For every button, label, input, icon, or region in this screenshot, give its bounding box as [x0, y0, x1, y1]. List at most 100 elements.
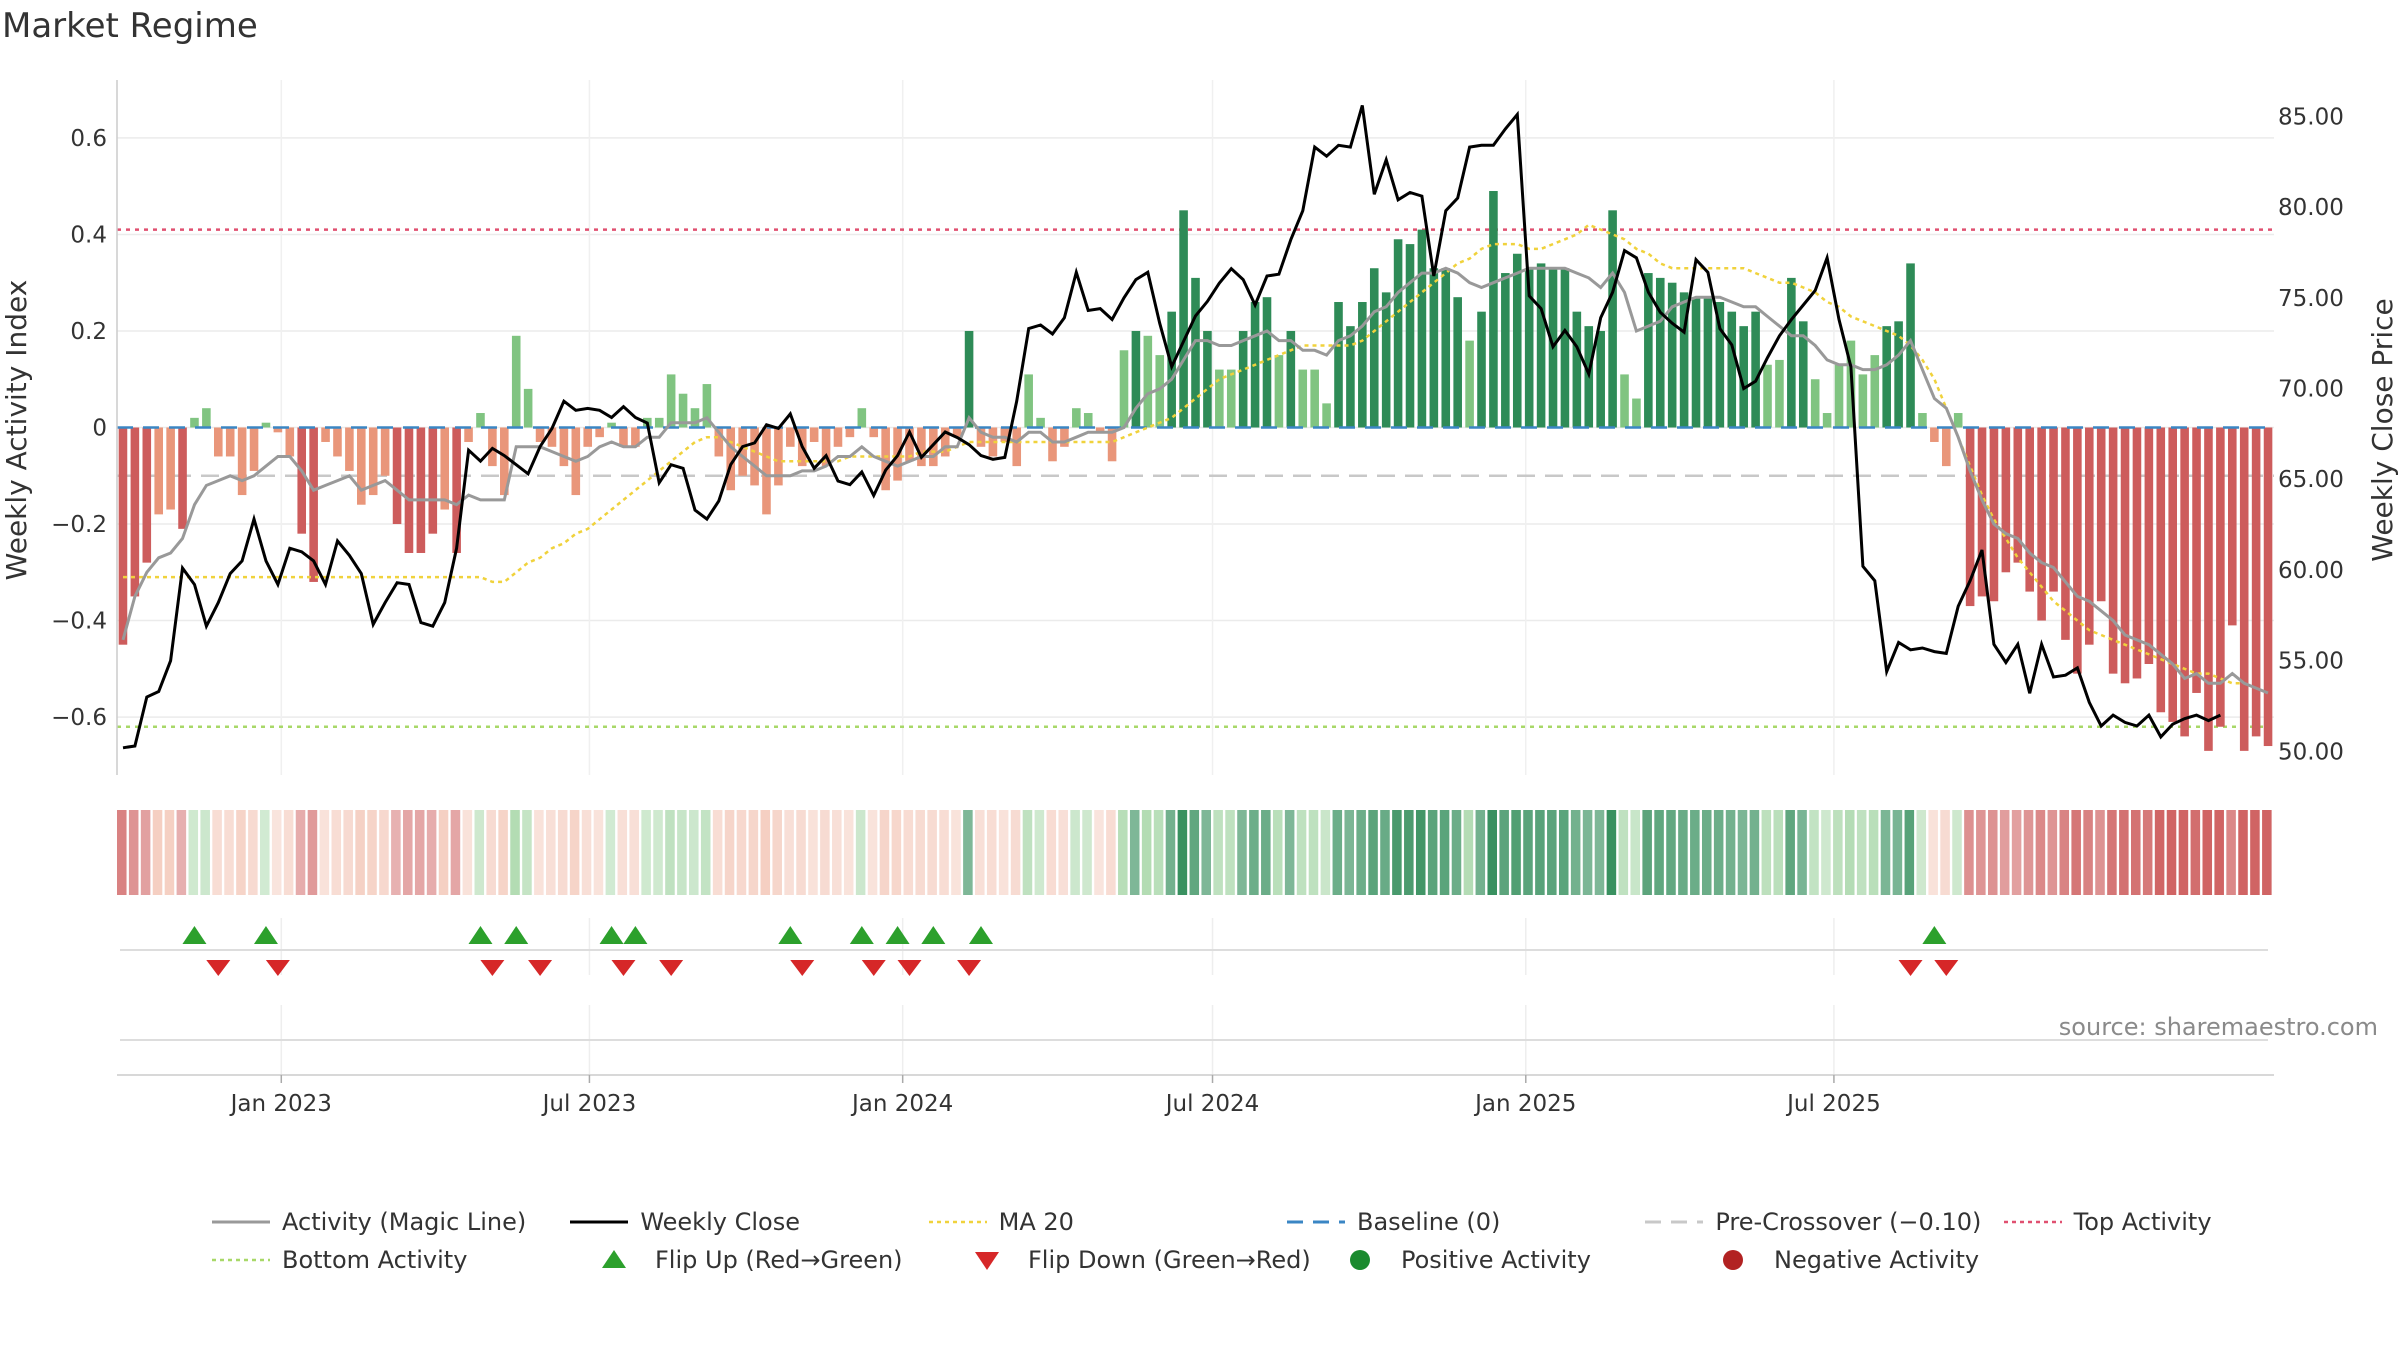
regime-cell	[2119, 810, 2129, 895]
activity-bar	[2025, 427, 2034, 592]
regime-cell	[1904, 810, 1915, 895]
activity-bar	[476, 413, 485, 428]
activity-bar	[333, 427, 342, 457]
legend-label: Baseline (0)	[1356, 1208, 1501, 1236]
regime-cell	[1821, 810, 1831, 895]
activity-bar	[1381, 292, 1391, 428]
legend-label: Weekly Close	[640, 1208, 800, 1236]
legend-label: Flip Down (Green→Red)	[1028, 1246, 1311, 1274]
activity-bar	[1095, 427, 1105, 433]
activity-bar	[905, 427, 914, 462]
regime-cell	[1272, 810, 1283, 895]
activity-bar	[1870, 355, 1880, 428]
regime-cell	[796, 810, 806, 895]
regime-cell	[1701, 810, 1712, 895]
regime-cell	[1189, 810, 1200, 895]
activity-bar	[2001, 427, 2011, 573]
activity-bar	[1834, 364, 1844, 428]
activity-bar	[1953, 413, 1963, 428]
activity-bar	[309, 427, 318, 582]
x-tick-label: Jul 2023	[541, 1091, 637, 1117]
regime-cell	[1022, 810, 1033, 895]
activity-bar	[1739, 326, 1748, 428]
activity-bar	[1358, 302, 1367, 428]
regime-cell	[2250, 810, 2260, 895]
regime-cell	[963, 810, 973, 895]
activity-bar	[2263, 427, 2273, 747]
regime-cell	[951, 810, 961, 895]
activity-bar	[1858, 374, 1868, 428]
legend-symbol	[1350, 1250, 1370, 1270]
regime-cell	[331, 810, 342, 895]
activity-bar	[1572, 311, 1582, 428]
regime-cell	[2154, 810, 2165, 895]
regime-cell	[1999, 810, 2010, 895]
regime-cell	[1451, 810, 1462, 895]
regime-cell	[2178, 810, 2189, 895]
regime-cell	[665, 810, 675, 895]
regime-cell	[1713, 810, 1724, 895]
legend-item: Positive Activity	[1329, 1246, 1702, 1274]
activity-bar	[2251, 427, 2261, 737]
activity-bar	[237, 427, 247, 496]
legend-item: Top Activity	[2002, 1208, 2360, 1236]
regime-cell	[1463, 810, 1474, 895]
left-tick-label: −0.4	[51, 609, 107, 635]
legend-item: Flip Up (Red→Green)	[583, 1246, 956, 1274]
left-tick-label: −0.2	[51, 512, 107, 538]
activity-bar	[1655, 277, 1665, 428]
regime-cell	[1499, 810, 1509, 895]
regime-cell	[1535, 810, 1545, 895]
regime-cell	[438, 810, 449, 895]
activity-bar	[416, 427, 426, 553]
activity-bar	[1906, 263, 1915, 428]
activity-bar	[1691, 297, 1701, 428]
weekly-close-line	[122, 104, 2222, 750]
regime-cell	[1439, 810, 1450, 895]
legend-symbol	[928, 1220, 987, 1224]
activity-bar	[774, 427, 783, 486]
regime-cell	[1773, 810, 1784, 895]
activity-bar	[118, 427, 128, 645]
activity-bar	[368, 427, 378, 496]
legend-item: Baseline (0)	[1285, 1208, 1643, 1236]
legend-symbol	[975, 1252, 999, 1270]
regime-cell	[808, 810, 818, 895]
regime-cell	[629, 810, 639, 895]
regime-cell	[617, 810, 628, 895]
flip-up-marker	[1922, 926, 1947, 944]
regime-cell	[641, 810, 651, 895]
flip-down-marker	[480, 960, 505, 976]
activity-bar	[523, 388, 533, 428]
flip-up-marker	[599, 926, 624, 944]
right-tick-label: 50.00	[2278, 739, 2344, 765]
regime-cell	[1415, 810, 1426, 895]
regime-cell	[2214, 810, 2224, 895]
right-axis-title: Weekly Close Price	[2366, 298, 2399, 561]
activity-bar	[225, 427, 235, 457]
activity-bar	[1072, 408, 1081, 428]
legend-label: Top Activity	[2073, 1208, 2212, 1236]
regime-cell	[391, 810, 401, 895]
activity-bar	[1620, 374, 1629, 428]
activity-bar	[2049, 427, 2058, 592]
legend-label: Positive Activity	[1401, 1246, 1591, 1274]
activity-bar	[1667, 282, 1677, 428]
regime-cell	[1046, 810, 1057, 895]
activity-bar	[2013, 427, 2023, 563]
activity-bar	[380, 427, 390, 476]
activity-bar	[1238, 330, 1248, 428]
activity-bar	[1727, 311, 1737, 428]
regime-cell	[534, 810, 544, 895]
regime-cell	[140, 810, 151, 895]
flip-up-marker	[968, 926, 993, 944]
regime-cell	[653, 810, 663, 895]
regime-cell	[1964, 810, 1974, 895]
activity-bar	[2108, 427, 2118, 674]
regime-cell	[1892, 810, 1903, 895]
regime-cell	[152, 810, 163, 895]
activity-bar	[821, 427, 831, 467]
activity-bar	[2096, 427, 2106, 602]
regime-cell	[1809, 810, 1819, 895]
regime-cell	[1547, 810, 1557, 895]
